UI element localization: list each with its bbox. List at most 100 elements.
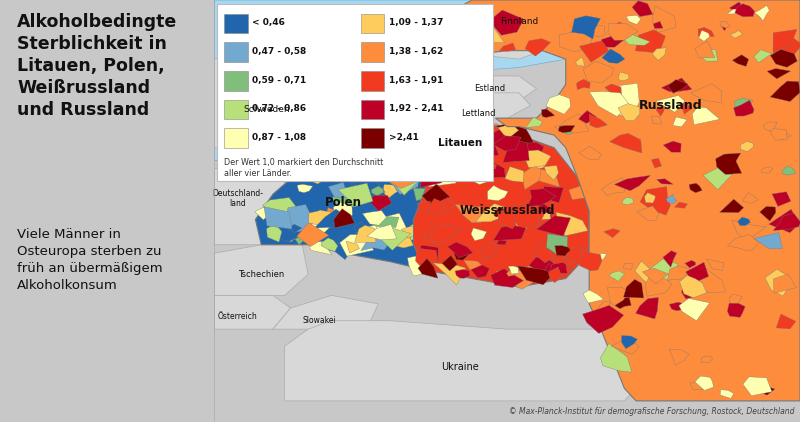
Polygon shape xyxy=(539,169,560,187)
Polygon shape xyxy=(418,258,438,278)
Text: Litauen: Litauen xyxy=(438,138,482,149)
Polygon shape xyxy=(330,149,346,162)
Text: Der Wert 1,0 markiert den Durchschnitt
aller vier Länder.: Der Wert 1,0 markiert den Durchschnitt a… xyxy=(224,158,384,178)
Polygon shape xyxy=(730,30,742,38)
Polygon shape xyxy=(445,140,456,150)
Polygon shape xyxy=(306,160,316,168)
Polygon shape xyxy=(762,386,775,395)
Polygon shape xyxy=(398,152,416,162)
Polygon shape xyxy=(486,130,506,146)
Polygon shape xyxy=(475,142,486,154)
Polygon shape xyxy=(727,303,746,317)
Text: Weissrussland: Weissrussland xyxy=(459,205,555,217)
Polygon shape xyxy=(493,136,521,151)
Polygon shape xyxy=(610,103,634,120)
Polygon shape xyxy=(618,104,640,121)
Polygon shape xyxy=(640,187,670,215)
Polygon shape xyxy=(663,251,677,267)
Polygon shape xyxy=(487,185,508,201)
Text: Schweden: Schweden xyxy=(244,105,290,114)
Polygon shape xyxy=(442,135,467,148)
Polygon shape xyxy=(611,337,639,354)
Polygon shape xyxy=(285,321,636,401)
Polygon shape xyxy=(602,49,625,63)
Polygon shape xyxy=(432,185,451,200)
Polygon shape xyxy=(575,57,584,66)
Polygon shape xyxy=(354,225,376,242)
Polygon shape xyxy=(422,248,440,260)
Polygon shape xyxy=(637,206,659,220)
Polygon shape xyxy=(703,167,732,190)
Polygon shape xyxy=(425,116,457,142)
Polygon shape xyxy=(427,199,445,214)
Polygon shape xyxy=(605,84,622,99)
Text: 1,09 - 1,37: 1,09 - 1,37 xyxy=(389,19,443,27)
Text: < 0,46: < 0,46 xyxy=(253,19,286,27)
Polygon shape xyxy=(455,204,483,223)
Polygon shape xyxy=(366,142,382,165)
Text: © Max-Planck-Institut für demografische Forschung, Rostock, Deutschland: © Max-Planck-Institut für demografische … xyxy=(509,407,794,416)
Bar xyxy=(361,14,384,33)
Polygon shape xyxy=(319,153,334,171)
Polygon shape xyxy=(656,107,665,116)
Polygon shape xyxy=(515,216,530,230)
Polygon shape xyxy=(546,95,570,114)
Polygon shape xyxy=(358,131,373,140)
Polygon shape xyxy=(601,35,624,47)
Polygon shape xyxy=(310,210,332,241)
Bar xyxy=(218,4,493,181)
Polygon shape xyxy=(346,241,359,253)
Polygon shape xyxy=(343,114,408,143)
Polygon shape xyxy=(346,130,362,138)
Polygon shape xyxy=(470,139,491,156)
Polygon shape xyxy=(571,16,601,39)
Polygon shape xyxy=(525,38,550,56)
Polygon shape xyxy=(430,196,462,214)
Polygon shape xyxy=(363,120,392,140)
Polygon shape xyxy=(465,127,494,146)
Polygon shape xyxy=(276,219,306,242)
Polygon shape xyxy=(417,201,430,211)
Polygon shape xyxy=(426,93,530,118)
Polygon shape xyxy=(463,121,478,134)
Polygon shape xyxy=(690,84,722,103)
Polygon shape xyxy=(623,263,633,270)
Polygon shape xyxy=(321,238,338,252)
Polygon shape xyxy=(626,15,641,24)
Polygon shape xyxy=(699,268,726,292)
Polygon shape xyxy=(761,167,773,173)
Polygon shape xyxy=(284,205,322,232)
Polygon shape xyxy=(534,242,554,263)
Polygon shape xyxy=(422,228,440,241)
Polygon shape xyxy=(498,208,516,229)
Polygon shape xyxy=(342,162,368,181)
Polygon shape xyxy=(449,120,478,141)
Polygon shape xyxy=(701,49,718,61)
Polygon shape xyxy=(695,41,714,58)
Polygon shape xyxy=(376,229,392,243)
Polygon shape xyxy=(685,260,695,268)
Polygon shape xyxy=(499,43,515,51)
Polygon shape xyxy=(308,173,324,184)
Polygon shape xyxy=(544,165,558,180)
Polygon shape xyxy=(425,127,440,136)
Polygon shape xyxy=(502,139,530,162)
Polygon shape xyxy=(526,142,544,155)
Polygon shape xyxy=(776,314,796,329)
Polygon shape xyxy=(372,150,386,161)
Polygon shape xyxy=(692,107,720,125)
Polygon shape xyxy=(414,188,430,201)
Polygon shape xyxy=(577,79,590,90)
Polygon shape xyxy=(326,208,336,216)
Polygon shape xyxy=(607,287,630,306)
Polygon shape xyxy=(409,125,429,141)
Polygon shape xyxy=(774,274,797,293)
Polygon shape xyxy=(466,143,482,153)
Polygon shape xyxy=(556,212,588,236)
Polygon shape xyxy=(447,248,458,257)
Polygon shape xyxy=(569,184,592,200)
Polygon shape xyxy=(646,277,672,296)
Polygon shape xyxy=(516,135,526,142)
Polygon shape xyxy=(720,22,730,28)
Polygon shape xyxy=(772,192,791,206)
